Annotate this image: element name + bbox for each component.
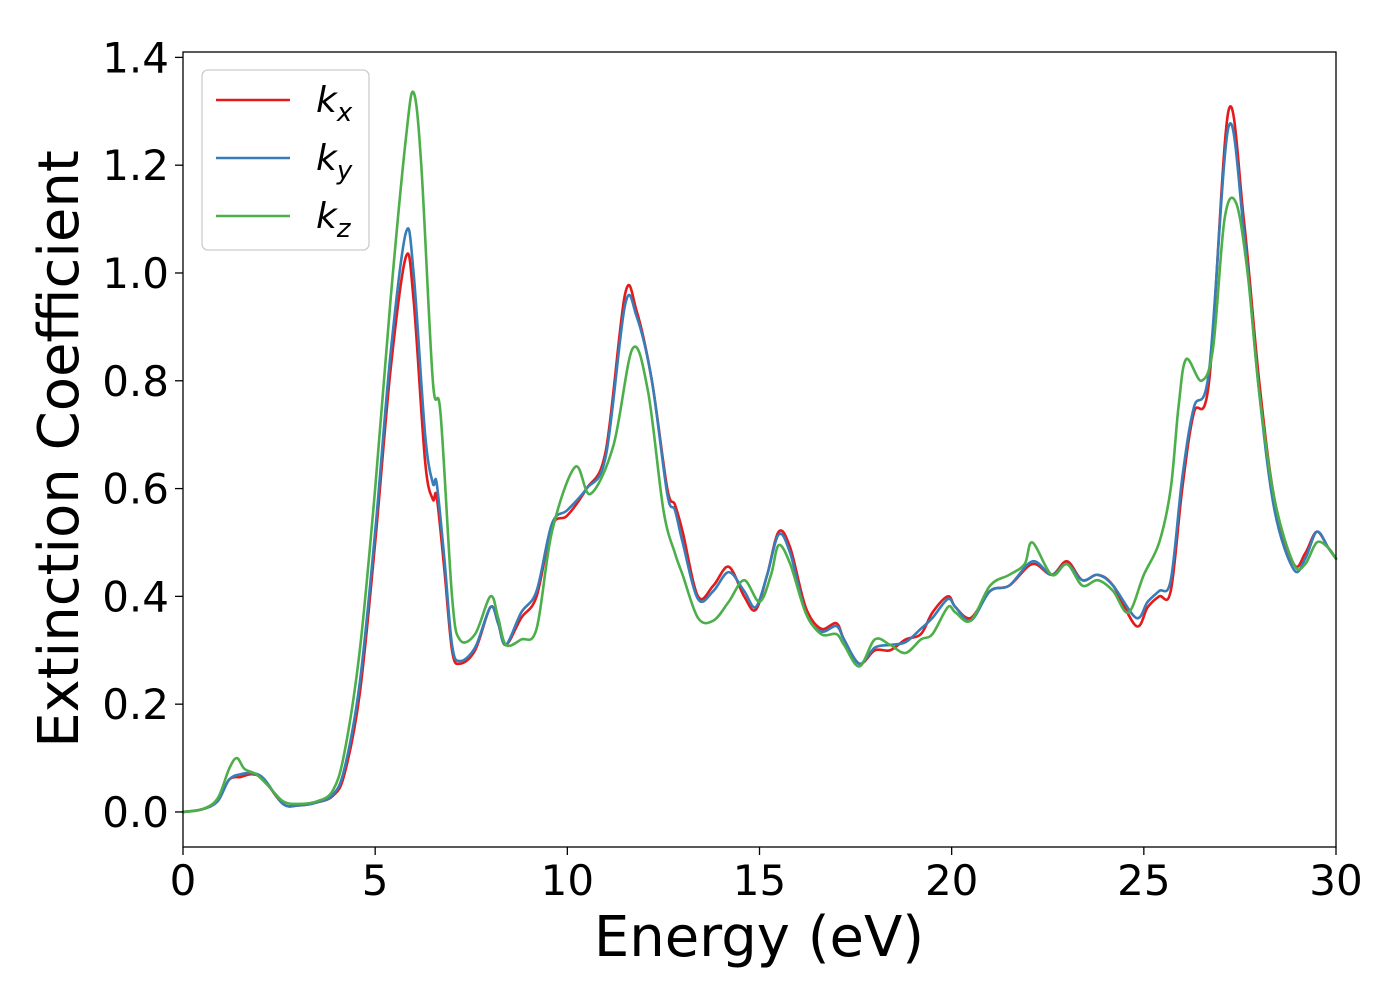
x-tick-label: 10: [541, 856, 594, 905]
y-axis: 0.0 0.2 0.4 0.6 0.8 1.0 1.2 1.4: [102, 33, 183, 837]
y-axis-label: Extinction Coefficient: [27, 150, 92, 748]
series-line-ky: [181, 122, 1338, 814]
legend-label-subscript: y: [336, 156, 353, 186]
y-tick-label: 0.0: [102, 788, 169, 837]
legend-label-main: k: [316, 196, 339, 237]
y-tick-label: 0.6: [102, 465, 169, 514]
y-tick-label: 0.8: [102, 357, 169, 406]
legend-frame: [201, 69, 370, 251]
x-tick-label: 5: [362, 856, 389, 905]
legend-label-kz: kz: [316, 196, 352, 244]
x-axis-label: Energy (eV): [594, 905, 924, 970]
x-tick-label: 25: [1117, 856, 1170, 905]
legend-label-subscript: z: [336, 214, 352, 244]
legend-label-main: k: [316, 80, 339, 121]
plot-background: [183, 52, 1336, 847]
legend-label-subscript: x: [336, 98, 353, 128]
x-tick-label: 30: [1309, 856, 1362, 905]
x-tick-label: 0: [170, 856, 197, 905]
x-tick-label: 20: [925, 856, 978, 905]
y-tick-label: 1.0: [102, 249, 169, 298]
x-axis: 0 5 10 15 20 25 30: [170, 847, 1363, 905]
series-line-kz: [181, 90, 1338, 814]
y-tick-label: 1.4: [102, 33, 169, 82]
legend-label-main: k: [316, 138, 339, 179]
legend-label-kx: kx: [316, 80, 353, 128]
y-tick-label: 1.2: [102, 141, 169, 190]
y-tick-label: 0.4: [102, 572, 169, 621]
series-layer: [181, 90, 1338, 814]
y-tick-label: 0.2: [102, 680, 169, 729]
x-tick-label: 15: [733, 856, 786, 905]
legend-label-ky: ky: [316, 138, 353, 186]
